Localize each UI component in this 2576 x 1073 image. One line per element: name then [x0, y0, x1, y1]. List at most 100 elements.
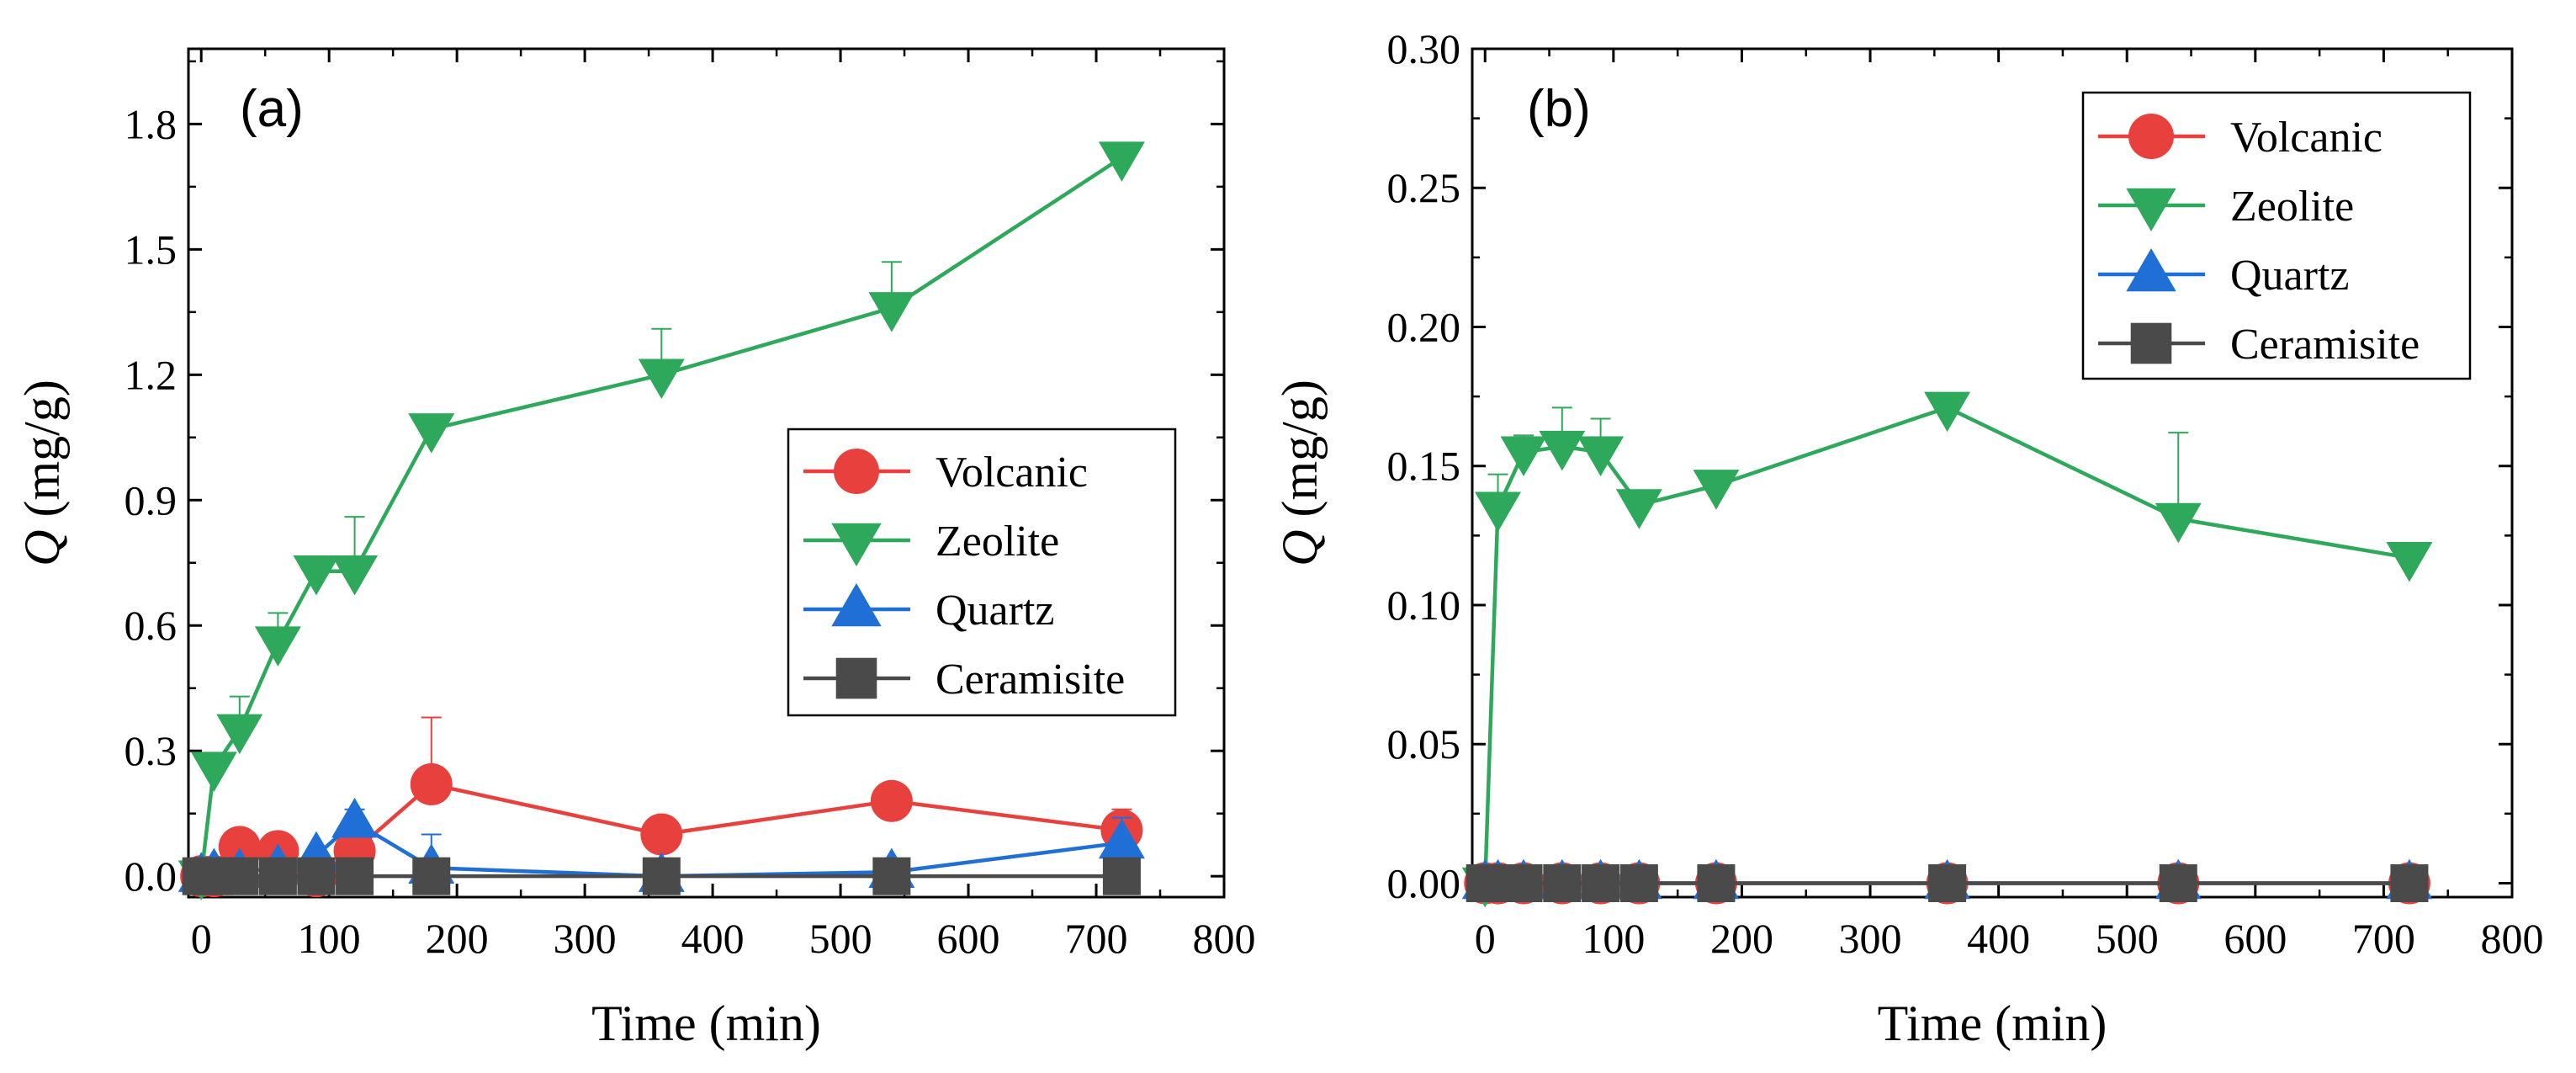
- legend-marker: [831, 582, 882, 627]
- legend-marker: [2130, 322, 2172, 364]
- data-point: [2159, 863, 2197, 902]
- y-tick-label: 1.2: [125, 351, 178, 398]
- x-tick-label: 600: [2224, 915, 2287, 962]
- data-point: [410, 762, 453, 805]
- y-tick-label: 0.9: [125, 476, 178, 523]
- data-point: [2390, 863, 2429, 902]
- x-tick-label: 500: [2096, 915, 2159, 962]
- data-point: [638, 359, 685, 400]
- y-tick-label: 0.0: [125, 853, 178, 900]
- data-point: [1577, 436, 1625, 476]
- y-tick-label: 0.10: [1387, 582, 1461, 629]
- x-tick-label: 200: [426, 915, 489, 962]
- x-tick-label: 400: [681, 915, 745, 962]
- data-point: [1928, 863, 1967, 902]
- x-tick-label: 800: [2481, 915, 2544, 962]
- y-axis-symbol: Q: [1272, 529, 1328, 566]
- data-point: [258, 857, 297, 895]
- data-point: [216, 714, 263, 755]
- series-ceramisite: [182, 857, 1141, 895]
- y-tick-label: 0.6: [125, 602, 178, 649]
- x-tick-label: 400: [1967, 915, 2030, 962]
- y-tick-label: 0.30: [1387, 25, 1461, 72]
- legend-label: Ceramisite: [936, 656, 1125, 704]
- y-tick-label: 0.00: [1387, 859, 1461, 906]
- data-point: [1475, 491, 1522, 533]
- x-tick-label: 600: [937, 915, 1000, 962]
- y-axis-symbol: Q: [14, 529, 70, 566]
- data-point: [254, 626, 301, 667]
- data-point: [1098, 818, 1145, 859]
- panel-label: (a): [240, 80, 304, 138]
- legend-marker: [2128, 114, 2174, 159]
- y-tick-label: 1.8: [125, 100, 178, 147]
- data-point: [1500, 436, 1547, 476]
- x-tick-label: 700: [2352, 915, 2415, 962]
- data-point: [190, 752, 237, 792]
- data-point: [1098, 141, 1145, 182]
- x-axis-title: Time (min): [591, 996, 821, 1051]
- data-point: [297, 857, 336, 895]
- data-point: [1102, 857, 1141, 895]
- x-tick-label: 100: [1582, 915, 1645, 962]
- data-point: [1539, 430, 1586, 471]
- plot-frame: [187, 47, 1226, 899]
- legend-label: Volcanic: [936, 449, 1088, 497]
- data-point: [868, 292, 915, 332]
- data-point: [1697, 863, 1736, 902]
- data-point: [1693, 470, 1740, 510]
- y-tick-label: 0.15: [1387, 443, 1461, 490]
- data-point: [293, 555, 340, 596]
- data-point: [1543, 863, 1582, 902]
- y-axis-unit: (mg/g): [1272, 380, 1328, 529]
- x-tick-label: 200: [1710, 915, 1773, 962]
- x-tick-label: 700: [1065, 915, 1128, 962]
- y-tick-label: 0.05: [1387, 720, 1461, 768]
- series-ceramisite: [1466, 863, 2429, 902]
- legend-marker: [834, 449, 879, 494]
- legend-label: Zeolite: [2230, 183, 2354, 231]
- panel-a: 0 100 200 300 400 500 600 700 800 0.0 0.3 0.6 0.9 1.2…: [14, 47, 1256, 1051]
- legend-label: Zeolite: [936, 518, 1059, 566]
- series-line: [199, 156, 1123, 877]
- legend-label: Ceramisite: [2230, 321, 2420, 369]
- legend-label: Quartz: [936, 587, 1054, 635]
- y-axis-title: Q (mg/g): [1272, 380, 1328, 566]
- data-point: [412, 857, 451, 895]
- x-tick-label: 100: [298, 915, 361, 962]
- panel-b: 0 100 200 300 400 500 600 700 800 0.00 0.05 0.10 0.1…: [1272, 25, 2544, 1051]
- legend-label: Volcanic: [2230, 114, 2383, 162]
- series-line: [1483, 406, 2410, 884]
- data-point: [336, 857, 374, 895]
- x-tick-label: 0: [1475, 915, 1496, 962]
- data-point: [2386, 542, 2433, 582]
- legend-label: Quartz: [2230, 252, 2349, 300]
- data-point: [642, 857, 681, 895]
- data-point: [331, 555, 379, 596]
- data-point: [1924, 391, 1971, 433]
- legend-marker: [2126, 247, 2176, 292]
- data-point: [640, 813, 683, 856]
- series-zeolite: [1461, 391, 2433, 908]
- y-axis-unit: (mg/g): [14, 380, 70, 529]
- legend-marker: [835, 657, 877, 699]
- x-tick-label: 0: [191, 915, 212, 962]
- legend-marker: [831, 523, 882, 567]
- data-point: [408, 413, 455, 454]
- data-point: [1582, 863, 1620, 902]
- x-tick-label: 300: [554, 915, 617, 962]
- y-tick-label: 0.3: [125, 727, 178, 774]
- x-tick-label: 500: [809, 915, 872, 962]
- x-tick-label: 800: [1193, 915, 1256, 962]
- data-point: [872, 857, 911, 895]
- x-axis-title: Time (min): [1878, 996, 2107, 1051]
- y-axis-title: Q (mg/g): [14, 380, 70, 566]
- x-tick-label: 300: [1839, 915, 1902, 962]
- data-point: [1619, 863, 1658, 902]
- data-point: [220, 857, 259, 895]
- plot-frame: [1471, 47, 2514, 899]
- data-point: [870, 779, 913, 822]
- panel-label: (b): [1527, 80, 1591, 138]
- data-point: [2155, 502, 2202, 544]
